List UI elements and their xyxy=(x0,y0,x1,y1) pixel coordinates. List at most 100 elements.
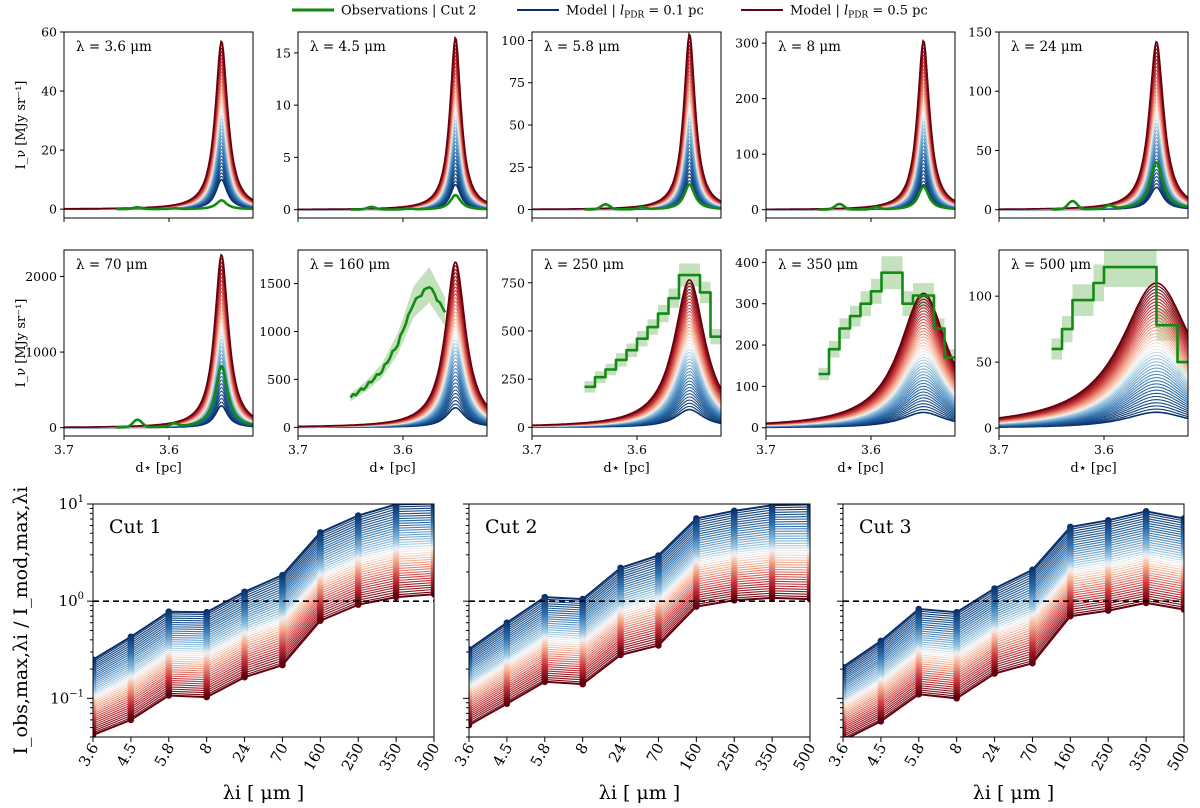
y-tick-label: 0 xyxy=(751,420,759,435)
ratio-plot-area xyxy=(93,504,434,737)
profile-x-axis-label: d⋆ [pc] xyxy=(1070,461,1116,476)
ratio-marker xyxy=(241,673,248,681)
panel-wavelength-label: λ = 5.8 μm xyxy=(544,39,620,55)
panel-wavelength-label: λ = 4.5 μm xyxy=(310,39,386,55)
ratio-curve xyxy=(843,515,1184,672)
ratio-curve xyxy=(93,544,434,695)
x-tick-label: 24 xyxy=(979,740,1004,766)
ratio-curve xyxy=(469,578,810,711)
ratio-curve xyxy=(93,570,434,717)
ratio-curve xyxy=(843,550,1184,700)
ratio-curve xyxy=(469,556,810,693)
ratio-curve xyxy=(843,520,1184,675)
ratio-curve xyxy=(93,575,434,721)
y-tick-label: 0 xyxy=(517,420,525,435)
panel-wavelength-label: λ = 250 μm xyxy=(544,257,624,273)
obs-line xyxy=(350,193,487,211)
x-tick-label: 24 xyxy=(605,740,630,766)
ratio-marker xyxy=(354,601,362,608)
x-tick-label: 3.7 xyxy=(288,442,308,457)
ratio-curve xyxy=(469,549,810,687)
ratio-curve xyxy=(843,548,1184,698)
ratio-curve xyxy=(469,516,810,660)
ratio-curve xyxy=(843,517,1184,674)
ratio-marker xyxy=(768,594,776,602)
y-tick-label: 20 xyxy=(41,143,57,158)
ratio-curve xyxy=(843,522,1184,677)
y-tick-label: 0 xyxy=(283,202,291,217)
ratio-x-axis-label: λi [ μm ] xyxy=(599,782,680,804)
x-tick-label: 3.6 xyxy=(451,740,479,770)
ratio-curve xyxy=(469,566,810,701)
panel-wavelength-label: λ = 24 μm xyxy=(1011,39,1083,55)
panel-wavelength-label: λ = 350 μm xyxy=(778,257,858,273)
ratio-curve xyxy=(843,592,1184,734)
ratio-curve xyxy=(469,552,810,689)
ratio-curve xyxy=(469,585,810,716)
ratio-curve xyxy=(93,554,434,703)
profile-plot-area xyxy=(532,32,721,218)
profile-panel: 0 25 50 75 100 λ = 5.8 μm xyxy=(501,31,722,222)
y-tick-label: 25 xyxy=(509,160,525,175)
ratio-curve xyxy=(469,587,810,718)
ratio-curve xyxy=(93,588,434,732)
x-tick-label: 70 xyxy=(1017,740,1042,766)
y-tick-label: 1500 xyxy=(259,276,291,291)
ratio-marker xyxy=(279,661,286,669)
ratio-curve xyxy=(843,529,1184,683)
panel-wavelength-label: λ = 8 μm xyxy=(778,39,841,55)
ratio-curve xyxy=(847,601,1184,737)
y-tick-label: 1000 xyxy=(25,345,57,360)
y-tick-label: 100 xyxy=(501,33,525,48)
model-curve xyxy=(64,253,253,428)
ratio-curve xyxy=(844,599,1184,737)
ratio-curve xyxy=(93,540,434,691)
profile-x-axis-label: d⋆ [pc] xyxy=(135,461,181,476)
y-tick-label: 400 xyxy=(735,255,759,270)
y-tick-label: 300 xyxy=(735,296,759,311)
y-tick-label: 0 xyxy=(49,202,57,217)
y-tick-label: 200 xyxy=(735,91,759,106)
y-tick-label: 50 xyxy=(976,143,992,158)
ratio-marker xyxy=(392,593,400,601)
ratio-curve xyxy=(93,512,434,668)
ratio-marker xyxy=(541,678,549,686)
x-tick-label: 5.8 xyxy=(151,740,179,770)
legend-model-a-label: Model | lPDR = 0.1 pc xyxy=(566,4,704,21)
profile-panel: 0 5 10 15 λ = 4.5 μm xyxy=(275,31,488,222)
y-tick-label: 500 xyxy=(501,323,525,338)
ratio-curve xyxy=(843,557,1184,706)
x-tick-label: 3.7 xyxy=(54,442,74,457)
x-tick-label: 3.6 xyxy=(825,740,853,770)
ratio-curve xyxy=(93,586,434,730)
ratio-curve xyxy=(469,592,810,722)
y-tick-label: 150 xyxy=(968,25,992,40)
y-tick-label: 0 xyxy=(283,420,291,435)
ratio-curve xyxy=(843,553,1184,702)
obs-line xyxy=(1051,265,1188,364)
y-tick-label: 200 xyxy=(735,338,759,353)
ratio-marker xyxy=(203,693,210,701)
ratio-marker xyxy=(1067,612,1074,620)
x-tick-label: 3.6 xyxy=(1094,442,1114,457)
ratio-curve xyxy=(93,519,434,674)
y-tick-label: 10 xyxy=(275,98,291,113)
x-tick-label: 5.8 xyxy=(527,740,555,770)
ratio-curve xyxy=(469,583,810,714)
x-tick-label: 4.5 xyxy=(863,740,891,770)
ratio-curve xyxy=(93,533,434,686)
y-tick-label: 100 xyxy=(735,379,759,394)
y-tick-label: 100 xyxy=(735,147,759,162)
ratio-curve xyxy=(93,558,434,707)
ratio-marker xyxy=(991,670,998,677)
panel-frame xyxy=(998,31,1189,219)
ratio-curve xyxy=(93,572,434,719)
ratio-marker xyxy=(430,590,434,598)
ratio-curve xyxy=(469,594,810,724)
ratio-marker xyxy=(655,642,662,649)
ratio-marker xyxy=(693,603,700,610)
ratio-marker xyxy=(127,716,135,724)
y-tick-label: 40 xyxy=(41,84,57,99)
ratio-marker xyxy=(1029,659,1036,667)
profile-panel: 0 250 500 750 3.7 3.6 λ = 250 μm d⋆ [pc] xyxy=(501,249,722,476)
